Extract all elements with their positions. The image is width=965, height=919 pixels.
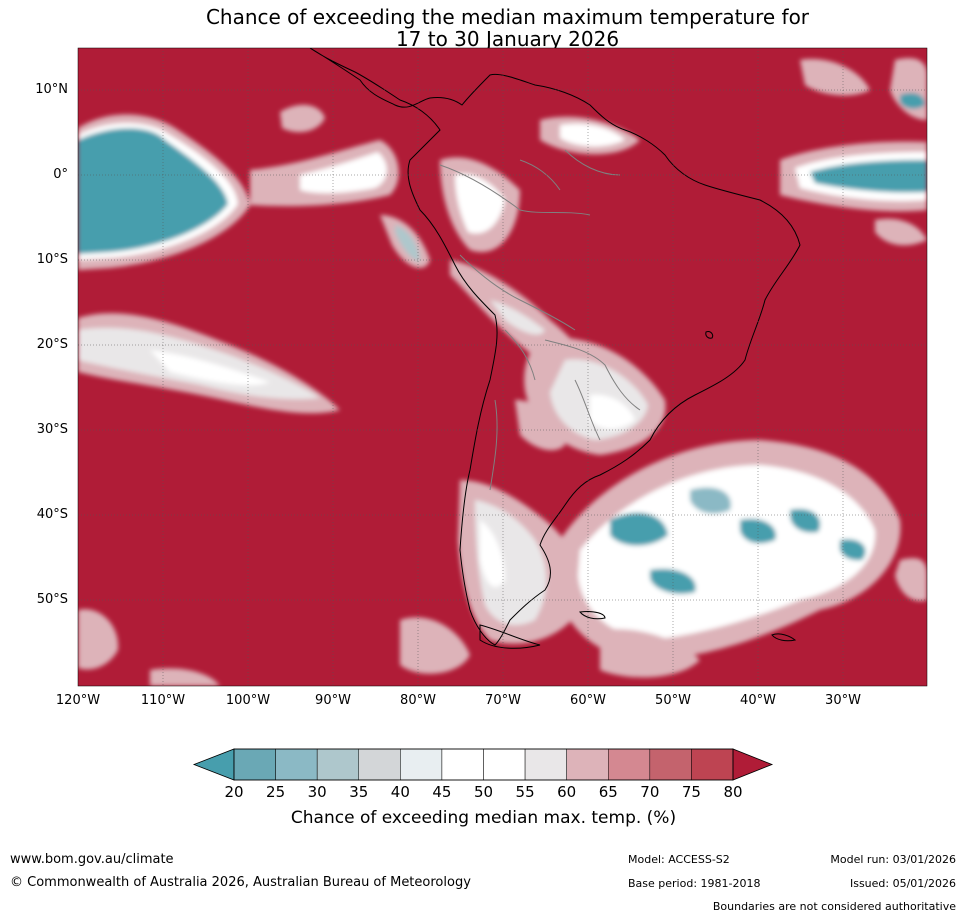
map-title-line1: Chance of exceeding the median maximum t… — [205, 5, 810, 29]
coastlines — [309, 48, 801, 649]
colorbar-tick-70: 70 — [640, 783, 660, 801]
lon-label-40w: 40°W — [740, 693, 776, 708]
lon-label-60w: 60°W — [570, 693, 606, 708]
colorbar-tick-30: 30 — [307, 783, 327, 801]
lon-label-120w: 120°W — [55, 693, 101, 708]
colorbar-segment-45 — [441, 748, 484, 781]
colorbar-segment-70 — [649, 748, 692, 781]
lat-label-30s: 30°S — [36, 422, 68, 437]
lat-label-40s: 40°S — [36, 507, 68, 522]
colorbar-segment-65 — [608, 748, 651, 781]
lon-label-90w: 90°W — [315, 693, 351, 708]
colorbar-tick-35: 35 — [349, 783, 369, 801]
probability-contours — [78, 58, 927, 686]
lat-label-20s: 20°S — [36, 337, 68, 352]
colorbar-tick-55: 55 — [515, 783, 535, 801]
lat-label-50s: 50°S — [36, 592, 68, 607]
colorbar-tick-60: 60 — [557, 783, 577, 801]
colorbar-tick-50: 50 — [473, 783, 494, 801]
copyright-text: © Commonwealth of Australia 2026, Austra… — [10, 875, 471, 890]
map-frame — [77, 47, 928, 687]
country-borders — [439, 149, 641, 491]
colorbar-segment-75 — [691, 748, 734, 781]
colorbar-segment-60 — [566, 748, 609, 781]
lat-label-0: 0° — [53, 167, 68, 182]
colorbar-segment-30 — [316, 748, 359, 781]
lon-label-80w: 80°W — [400, 693, 436, 708]
colorbar-tick-75: 75 — [681, 783, 701, 801]
colorbar-extend-high — [732, 748, 774, 781]
colorbar-tick-25: 25 — [266, 783, 286, 801]
colorbar-tick-80: 80 — [723, 783, 743, 801]
base-period-text: Base period: 1981-2018 — [628, 877, 761, 890]
colorbar-tick-45: 45 — [432, 783, 452, 801]
lon-label-110w: 110°W — [140, 693, 186, 708]
colorbar-tick-20: 20 — [224, 783, 244, 801]
colorbar-segment-35 — [358, 748, 401, 781]
colorbar-segment-25 — [275, 748, 318, 781]
lon-label-70w: 70°W — [485, 693, 521, 708]
colorbar-segment-20 — [233, 748, 276, 781]
issued-text: Issued: 05/01/2026 — [849, 877, 956, 890]
lon-label-100w: 100°W — [225, 693, 271, 708]
colorbar-segment-40 — [400, 748, 443, 781]
graticule — [78, 48, 927, 686]
colorbar-tick-65: 65 — [598, 783, 618, 801]
model-run-text: Model run: 03/01/2026 — [830, 853, 956, 866]
colorbar-extend-low — [192, 748, 235, 781]
colorbar-segment-55 — [524, 748, 567, 781]
lat-label-10s: 10°S — [36, 252, 68, 267]
lon-label-30w: 30°W — [825, 693, 861, 708]
colorbar-tick-40: 40 — [390, 783, 410, 801]
lon-label-50w: 50°W — [655, 693, 691, 708]
model-text: Model: ACCESS-S2 — [628, 853, 730, 866]
disclaimer-text: Boundaries are not considered authoritat… — [712, 900, 956, 913]
lat-label-10n: 10°N — [35, 82, 68, 97]
map-title-line2: 17 to 30 January 2026 — [395, 27, 620, 51]
colorbar-segment-50 — [483, 748, 526, 781]
website-text: www.bom.gov.au/climate — [10, 852, 174, 867]
colorbar-label: Chance of exceeding median max. temp. (%… — [290, 808, 677, 828]
